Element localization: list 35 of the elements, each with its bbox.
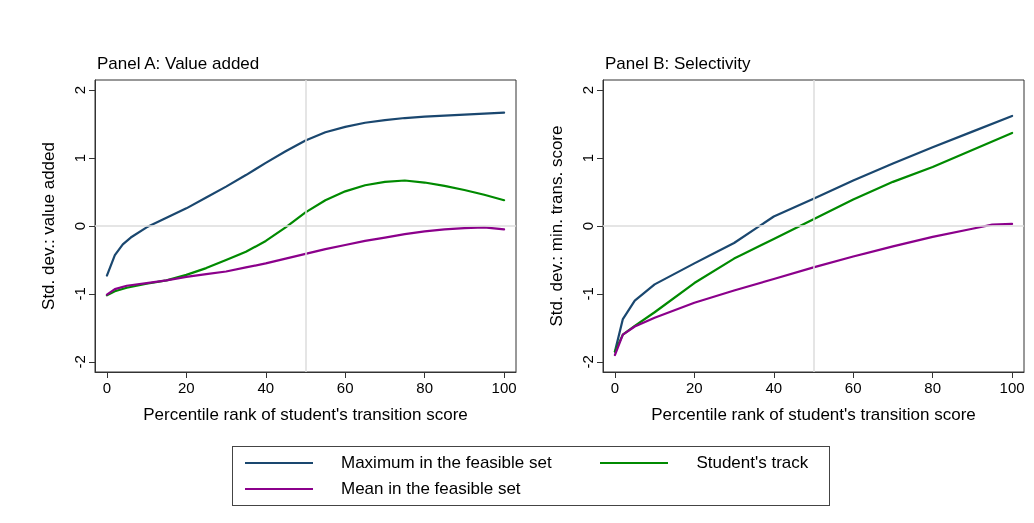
y-tick-label: 2: [579, 86, 596, 95]
x-tick-label: 20: [686, 379, 703, 396]
chart-title: Panel B: Selectivity: [605, 54, 752, 73]
x-tick-label: 0: [610, 379, 620, 396]
y-tick-label: -2: [71, 355, 88, 369]
chart-title: Panel A: Value added: [97, 54, 260, 73]
x-axis-title: Percentile rank of student's transition score: [651, 405, 976, 424]
x-tick-label: 20: [178, 379, 195, 396]
y-tick-label: -1: [579, 287, 596, 301]
x-tick-label: 80: [924, 379, 941, 396]
legend-label: Mean in the feasible set: [341, 479, 521, 499]
line-series: [105, 111, 506, 277]
x-tick-label: 60: [844, 379, 862, 396]
x-tick-label: 40: [257, 379, 275, 396]
line-series: [105, 179, 506, 297]
x-tick-label: 80: [416, 379, 433, 396]
y-tick-label: 1: [579, 153, 596, 163]
x-tick-label: 60: [336, 379, 354, 396]
y-axis-title: Std. dev.: value added: [39, 142, 58, 310]
line-series: [105, 226, 506, 296]
y-tick-label: 1: [71, 153, 88, 163]
legend-label: Student's track: [696, 453, 809, 473]
x-axis-title: Percentile rank of student's transition score: [143, 405, 468, 424]
y-tick-label: 0: [579, 221, 596, 231]
line-series: [613, 222, 1014, 357]
x-tick-label: 100: [491, 379, 517, 396]
x-tick-label: 100: [999, 379, 1025, 396]
x-tick-label: 0: [102, 379, 112, 396]
y-tick-label: -2: [579, 355, 596, 369]
legend-label: Maximum in the feasible set: [341, 453, 552, 473]
x-tick-label: 40: [765, 379, 783, 396]
y-tick-label: 0: [71, 221, 88, 231]
y-tick-label: -1: [71, 287, 88, 301]
y-tick-label: 2: [71, 86, 88, 95]
y-axis-title: Std. dev.: min. trans. score: [547, 125, 566, 327]
